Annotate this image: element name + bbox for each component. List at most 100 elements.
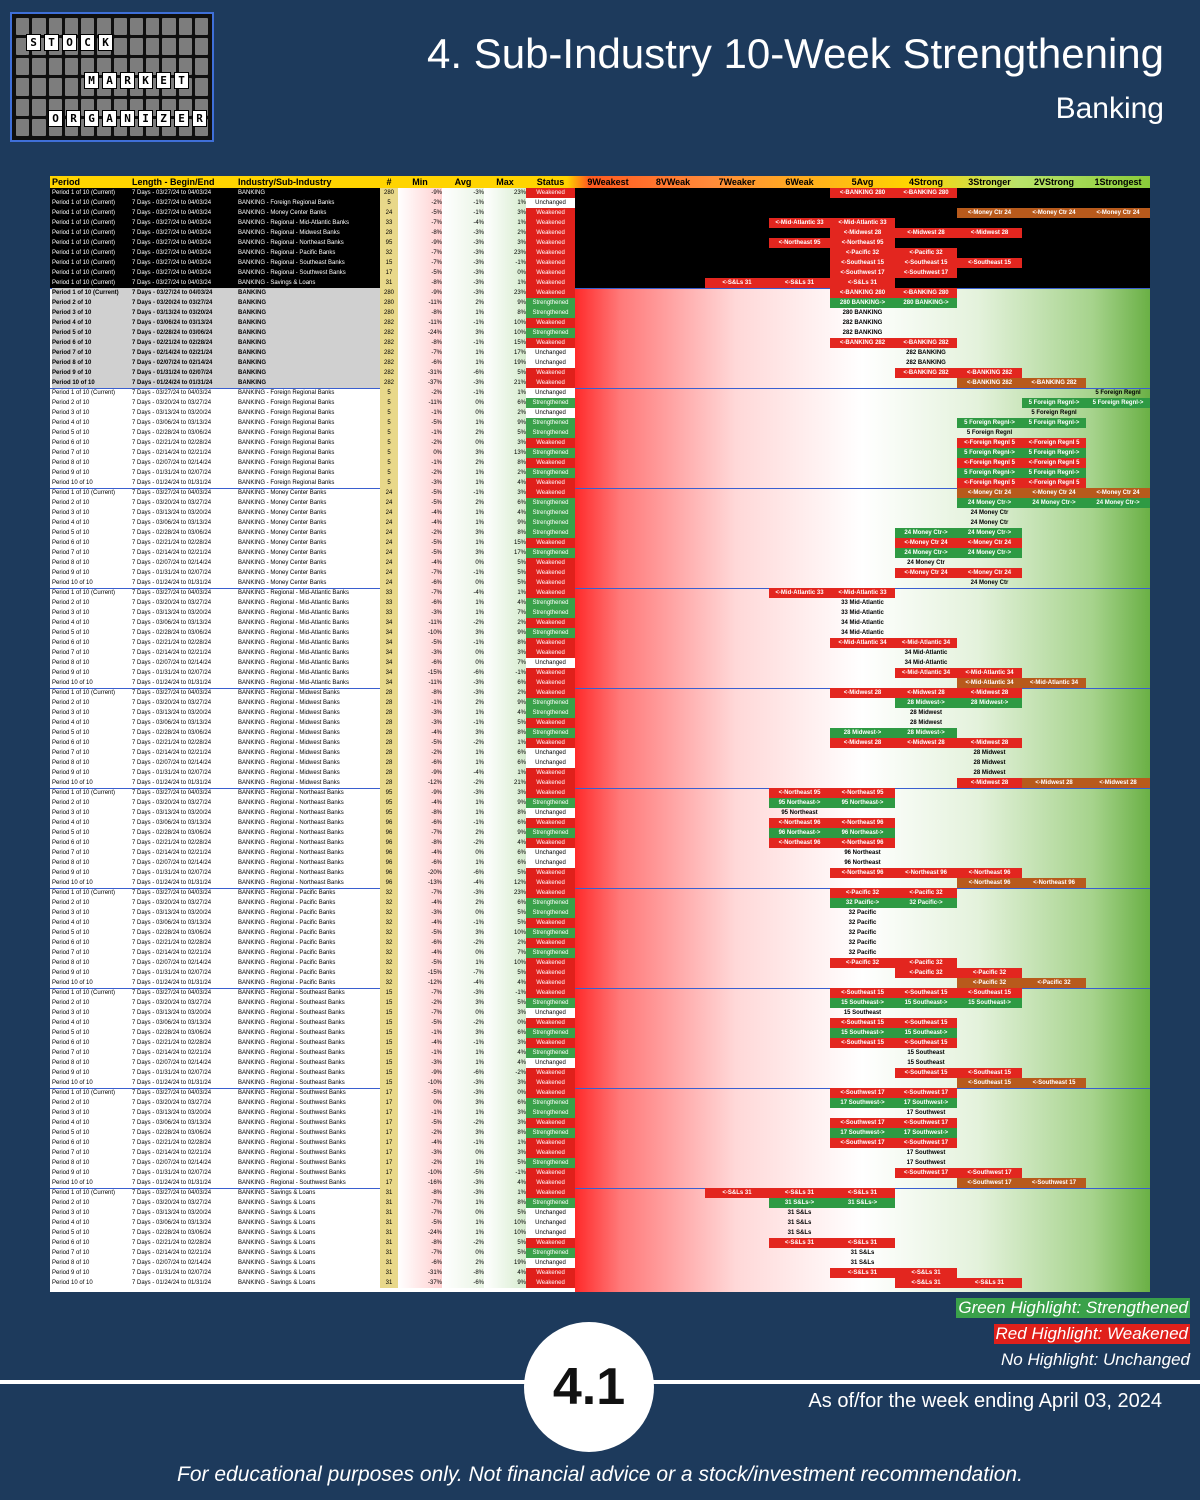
cell-mn: -4% <box>398 898 442 908</box>
table-row: Period 10 of 10 7 Days - 01/24/24 to 01/3… <box>50 578 1150 588</box>
strength-tag: 34 Mid-Atlantic <box>841 620 884 626</box>
cell-mn: -7% <box>398 828 442 838</box>
cell-n: 32 <box>380 928 398 938</box>
cell-l: 7 Days - 02/21/24 to 02/28/24 <box>132 1140 212 1146</box>
table-row: Period 3 of 10 7 Days - 03/13/24 to 03/20… <box>50 708 1150 718</box>
cell-n: 32 <box>380 958 398 968</box>
section-badge: 4.1 <box>524 1322 654 1452</box>
cell-i: BANKING - Regional - Southeast Banks <box>238 1020 345 1026</box>
cell-l: 7 Days - 02/07/24 to 02/14/24 <box>132 860 212 866</box>
cell-p: Period 1 of 10 (Current) <box>52 190 116 196</box>
cell-n: 5 <box>380 478 398 488</box>
cell-mn: -5% <box>398 928 442 938</box>
status-badge: Weakened <box>526 818 575 828</box>
cell-n: 17 <box>380 1168 398 1178</box>
cell-mn: -2% <box>398 528 442 538</box>
table-row: Period 8 of 10 7 Days - 02/07/24 to 02/14… <box>50 558 1150 568</box>
cell-mn: -4% <box>398 1138 442 1148</box>
cell-p: Period 6 of 10 <box>52 940 90 946</box>
strength-tag: 15 Southeast-> <box>895 998 957 1008</box>
cell-p: Period 2 of 10 <box>52 1000 90 1006</box>
cell-n: 15 <box>380 1068 398 1078</box>
strength-tag: 15 Southeast-> <box>895 1028 957 1038</box>
strength-tag: <-Mid-Atlantic 34 <box>957 668 1022 678</box>
cell-l: 7 Days - 02/14/24 to 02/21/24 <box>132 550 212 556</box>
cell-i: BANKING - Regional - Midwest Banks <box>238 710 340 716</box>
cell-l: 7 Days - 03/06/24 to 03/13/24 <box>132 520 212 526</box>
cell-i: BANKING - Regional - Northeast Banks <box>238 860 344 866</box>
cell-av: 1% <box>442 758 484 768</box>
cell-p: Period 7 of 10 <box>52 750 90 756</box>
cell-i: BANKING - Regional - Mid-Atlantic Banks <box>238 590 350 596</box>
cell-n: 280 <box>380 188 398 198</box>
col-header: 4Strong <box>908 177 943 187</box>
cell-mn: -6% <box>398 578 442 588</box>
cell-i: BANKING - Foreign Regional Banks <box>238 440 335 446</box>
table-row: Period 4 of 10 7 Days - 03/06/24 to 03/13… <box>50 718 1150 728</box>
table-row: Period 1 of 10 (Current) 7 Days - 03/27/2… <box>50 188 1150 198</box>
cell-mn: -5% <box>398 1218 442 1228</box>
status-badge: Weakened <box>526 778 575 788</box>
cell-l: 7 Days - 02/14/24 to 02/21/24 <box>132 1250 212 1256</box>
table-row: Period 5 of 10 7 Days - 02/28/24 to 03/06… <box>50 1228 1150 1238</box>
cell-i: BANKING - Foreign Regional Banks <box>238 410 335 416</box>
cell-i: BANKING - Regional - Pacific Banks <box>238 900 336 906</box>
table-row: Period 1 of 10 (Current) 7 Days - 03/27/2… <box>50 268 1150 278</box>
strength-tag: 24 Money Ctr <box>907 560 945 566</box>
cell-mn: -11% <box>398 398 442 408</box>
strength-tag: 32 Pacific-> <box>830 898 895 908</box>
cell-mn: -15% <box>398 668 442 678</box>
cell-mn: -8% <box>398 1238 442 1248</box>
cell-p: Period 6 of 10 <box>52 840 90 846</box>
cell-mx: 21% <box>484 378 526 388</box>
status-badge: Weakened <box>526 248 575 258</box>
cell-i: BANKING - Foreign Regional Banks <box>238 200 335 206</box>
col-header: Status <box>536 177 565 187</box>
cell-l: 7 Days - 03/27/24 to 04/03/24 <box>132 200 212 206</box>
cell-mx: 0% <box>484 268 526 278</box>
cell-mx: 1% <box>484 1188 526 1198</box>
cell-p: Period 4 of 10 <box>52 520 90 526</box>
cell-mx: 3% <box>484 1078 526 1088</box>
status-badge: Weakened <box>526 1168 575 1178</box>
cell-mx: 6% <box>484 1028 526 1038</box>
status-badge: Weakened <box>526 968 575 978</box>
col-header: 7Weaker <box>718 177 756 187</box>
cell-l: 7 Days - 03/20/24 to 03/27/24 <box>132 800 212 806</box>
cell-l: 7 Days - 03/06/24 to 03/13/24 <box>132 318 238 328</box>
cell-i: BANKING - Regional - Midwest Banks <box>238 720 340 726</box>
strength-tag: <-Southwest 17 <box>1022 1178 1086 1188</box>
cell-n: 5 <box>380 428 398 438</box>
strength-tag: 5 Foreign Regnl <box>966 430 1013 436</box>
cell-p: Period 8 of 10 <box>52 460 90 466</box>
status-badge: Weakened <box>526 538 575 548</box>
cell-mx: 3% <box>484 1008 526 1018</box>
cell-i: BANKING - Foreign Regional Banks <box>238 390 335 396</box>
table-row: Period 5 of 10 7 Days - 02/28/24 to 03/06… <box>50 1028 1150 1038</box>
cell-av: 0% <box>442 948 484 958</box>
strength-tag: <-Money Ctr 24 <box>895 538 957 548</box>
cell-i: BANKING - Regional - Mid-Atlantic Banks <box>238 650 350 656</box>
cell-mx: 6% <box>484 758 526 768</box>
strength-tag: 34 Mid-Atlantic <box>904 660 948 666</box>
cell-p: Period 9 of 10 <box>52 570 90 576</box>
cell-mn: -2% <box>398 1158 442 1168</box>
cell-mx: 6% <box>484 848 526 858</box>
cell-mx: 7% <box>484 948 526 958</box>
cell-p: Period 8 of 10 <box>52 1060 90 1066</box>
group-separator <box>50 388 1150 389</box>
cell-i: BANKING - Regional - Mid-Atlantic Banks <box>238 620 350 626</box>
cell-av: 3% <box>442 1128 484 1138</box>
cell-i: BANKING - Regional - Mid-Atlantic Banks <box>238 670 350 676</box>
strength-tag: <-Southeast 15 <box>830 1018 895 1028</box>
cell-mx: 5% <box>484 568 526 578</box>
cell-mx: -2% <box>484 1068 526 1078</box>
cell-mx: 1% <box>484 588 526 598</box>
strength-tag: <-Northeast 96 <box>1022 878 1086 888</box>
cell-av: -3% <box>442 688 484 698</box>
cell-p: Period 8 of 10 <box>52 760 90 766</box>
strength-tag: <-Pacific 32 <box>957 968 1022 978</box>
cell-l: 7 Days - 03/06/24 to 03/13/24 <box>132 620 212 626</box>
cell-n: 5 <box>380 458 398 468</box>
cell-av: -2% <box>442 738 484 748</box>
